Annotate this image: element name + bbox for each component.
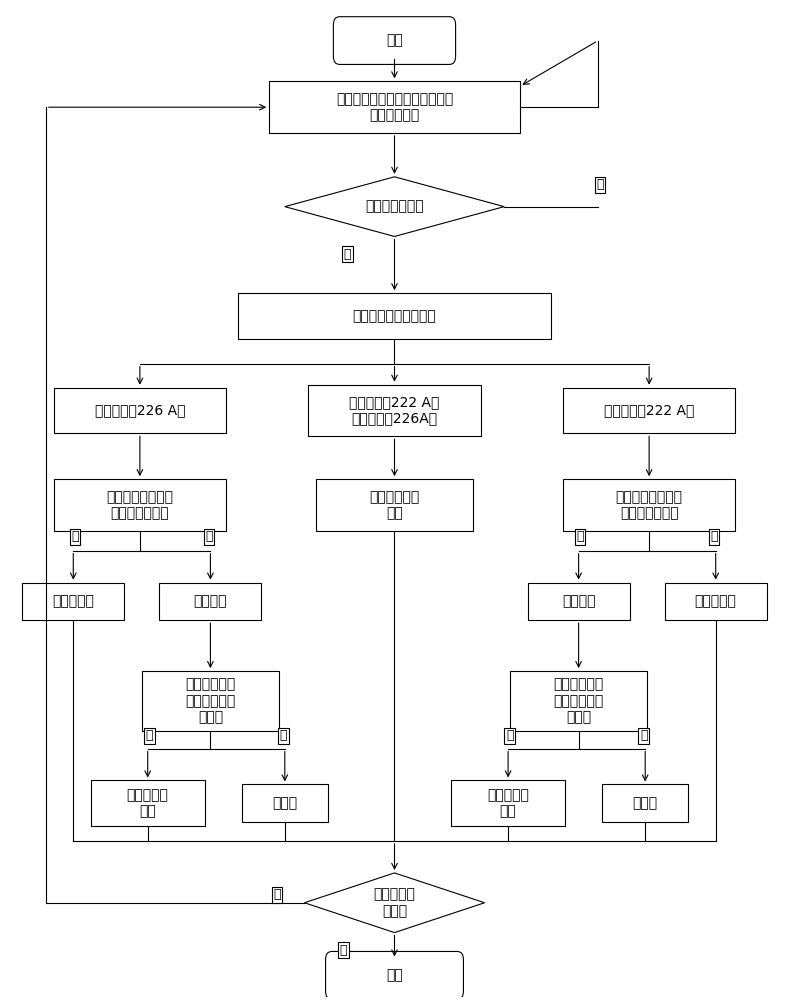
Text: 磨机电流＞226 A时: 磨机电流＞226 A时 bbox=[95, 403, 185, 418]
Bar bbox=[528, 583, 630, 620]
Text: 判断打散分级机转
速是否大于上限: 判断打散分级机转 速是否大于上限 bbox=[107, 490, 174, 520]
Text: 无动作: 无动作 bbox=[633, 796, 658, 810]
Bar bbox=[308, 385, 481, 436]
Bar bbox=[316, 479, 473, 531]
Bar bbox=[269, 81, 520, 133]
Text: 磨机电流＞222 A且
磨机电流＜226A时: 磨机电流＞222 A且 磨机电流＜226A时 bbox=[350, 395, 439, 426]
Text: 是: 是 bbox=[344, 248, 351, 261]
Text: 不减少转速: 不减少转速 bbox=[695, 594, 737, 608]
FancyBboxPatch shape bbox=[334, 17, 455, 64]
Text: 开始: 开始 bbox=[386, 34, 403, 48]
Polygon shape bbox=[305, 873, 484, 933]
Polygon shape bbox=[285, 177, 504, 236]
Bar bbox=[237, 293, 552, 339]
Text: 磨机电流＜222 A时: 磨机电流＜222 A时 bbox=[604, 403, 694, 418]
Bar bbox=[241, 784, 328, 822]
Text: 否: 否 bbox=[205, 530, 212, 543]
Text: 否: 否 bbox=[596, 178, 604, 191]
Bar bbox=[510, 671, 647, 731]
Text: 结束: 结束 bbox=[386, 968, 403, 982]
Text: 是: 是 bbox=[145, 729, 153, 742]
Bar bbox=[159, 583, 261, 620]
Text: 判断程序是
否结束: 判断程序是 否结束 bbox=[373, 888, 416, 918]
Bar bbox=[54, 479, 226, 531]
Text: 判断打散分级
机转速是否小
于下限: 判断打散分级 机转速是否小 于下限 bbox=[554, 678, 604, 724]
Text: 连续采集现场磨机电流与打散分
级机转速数据: 连续采集现场磨机电流与打散分 级机转速数据 bbox=[336, 92, 453, 122]
Text: 否: 否 bbox=[577, 530, 584, 543]
Text: 是: 是 bbox=[71, 530, 79, 543]
Text: 不调节分级机
转速: 不调节分级机 转速 bbox=[369, 490, 420, 520]
Text: 不增加转速: 不增加转速 bbox=[52, 594, 94, 608]
Text: 否: 否 bbox=[279, 729, 287, 742]
Text: 是否为自动状态: 是否为自动状态 bbox=[365, 200, 424, 214]
Bar bbox=[54, 388, 226, 433]
Text: 是: 是 bbox=[710, 530, 718, 543]
Bar bbox=[563, 479, 735, 531]
Text: 否: 否 bbox=[273, 888, 281, 901]
FancyBboxPatch shape bbox=[326, 951, 463, 999]
Bar bbox=[451, 780, 565, 826]
Text: 减少转速: 减少转速 bbox=[562, 594, 596, 608]
Text: 判断磨机电流的平均值: 判断磨机电流的平均值 bbox=[353, 309, 436, 323]
Text: 否: 否 bbox=[640, 729, 648, 742]
Text: 无动作: 无动作 bbox=[272, 796, 297, 810]
Text: 判新打散分级机转
速是否小于下限: 判新打散分级机转 速是否小于下限 bbox=[615, 490, 682, 520]
Text: 是: 是 bbox=[340, 944, 347, 957]
Text: 是: 是 bbox=[506, 729, 514, 742]
Text: 转速等于上
限值: 转速等于上 限值 bbox=[127, 788, 169, 818]
Bar bbox=[602, 784, 688, 822]
Text: 增加转速: 增加转速 bbox=[193, 594, 227, 608]
Bar bbox=[563, 388, 735, 433]
Bar bbox=[22, 583, 124, 620]
Bar bbox=[91, 780, 204, 826]
Bar bbox=[665, 583, 767, 620]
Text: 判断打散分级
机转速是否大
于上限: 判断打散分级 机转速是否大 于上限 bbox=[185, 678, 235, 724]
Bar bbox=[142, 671, 279, 731]
Text: 转速等于下
限值: 转速等于下 限值 bbox=[487, 788, 529, 818]
